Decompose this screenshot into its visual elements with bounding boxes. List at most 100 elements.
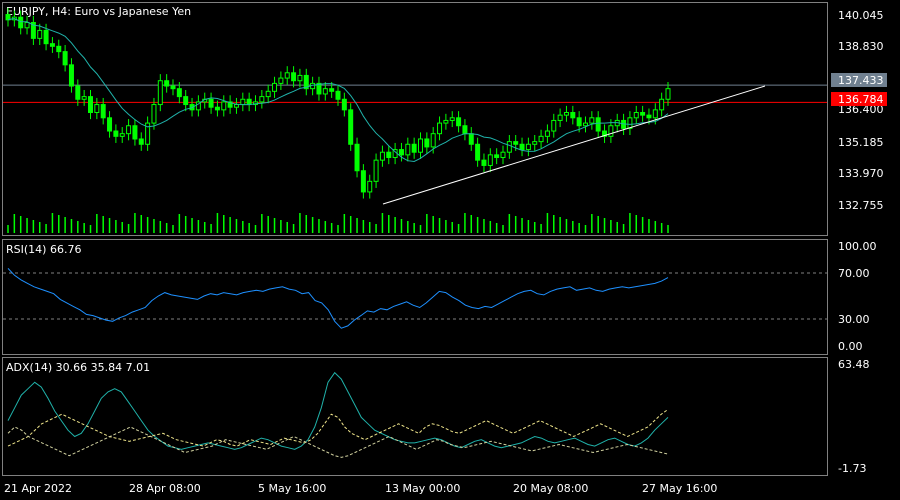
candle-body (221, 101, 227, 111)
candle-body (81, 96, 87, 100)
candle-body (405, 143, 411, 156)
adx-tick-label: -1.73 (838, 462, 866, 475)
candle-body (659, 98, 665, 111)
x-tick-label: 20 May 08:00 (513, 482, 588, 495)
candle-body (227, 101, 233, 108)
candle-body (56, 45, 62, 53)
candle-body (335, 90, 341, 100)
candle-body (494, 154, 500, 159)
adx-tick-label: 63.48 (838, 358, 870, 371)
candle-body (367, 180, 373, 193)
candle-body (329, 88, 335, 92)
level-price-box (831, 92, 887, 106)
candle-body (640, 112, 646, 116)
candle-body (94, 104, 100, 113)
x-tick-label: 5 May 16:00 (258, 482, 326, 495)
candle-body (68, 64, 74, 87)
candle-body (513, 141, 519, 145)
candle-body (183, 96, 189, 106)
candle-body (100, 104, 106, 119)
candle-body (24, 21, 30, 29)
candle-body (119, 133, 125, 137)
y-tick-label: 140.045 (838, 9, 884, 22)
candle-body (88, 96, 93, 113)
candle-body (373, 159, 379, 182)
x-tick-label: 21 Apr 2022 (4, 482, 72, 495)
adx-minus-di-line (7, 426, 669, 458)
level-price-label: 136.784 (838, 93, 884, 106)
candle-body (138, 138, 144, 145)
candle-body (341, 98, 347, 111)
candle-body (75, 85, 81, 100)
chart-title: EURJPY, H4: Euro vs Japanese Yen (6, 5, 191, 18)
candle-body (278, 77, 284, 84)
candle-body (297, 74, 303, 82)
trend-line (382, 85, 766, 205)
candle-body (107, 117, 113, 132)
candle-body (430, 133, 436, 148)
candle-body (418, 138, 423, 153)
adx-plus-di-line (7, 408, 669, 447)
candle-body (462, 125, 468, 135)
candle-body (481, 159, 487, 166)
candle-body (506, 141, 512, 153)
candle-body (519, 143, 525, 151)
candle-body (437, 122, 443, 135)
candle-body (449, 117, 455, 121)
main-panel-border (2, 2, 828, 236)
candle-body (424, 138, 430, 148)
current-price-box (831, 73, 887, 87)
candle-body (259, 96, 265, 103)
candle-body (113, 130, 119, 137)
candle-body (360, 170, 366, 193)
y-tick-label: 132.755 (838, 199, 884, 212)
candle-body (233, 104, 239, 108)
candle-body (126, 125, 132, 135)
candle-body (398, 149, 404, 156)
chart-marks (3, 7, 827, 458)
candle-body (284, 72, 290, 79)
candle-body (551, 119, 557, 132)
candle-body (195, 101, 201, 111)
rsi-legend: RSI(14) 66.76 (6, 243, 81, 256)
x-tick-label: 13 May 00:00 (385, 482, 460, 495)
candle-body (652, 109, 658, 119)
candle-body (5, 14, 11, 21)
y-tick-label: 136.400 (838, 103, 884, 116)
candle-body (348, 109, 354, 145)
candle-body (208, 98, 214, 108)
candle-body (608, 125, 614, 137)
rsi-tick-label: 70.00 (838, 267, 870, 280)
rsi-tick-label: 0.00 (838, 340, 863, 353)
candle-body (646, 114, 652, 119)
candle-body (627, 117, 633, 129)
candle-body (132, 125, 138, 140)
candle-body (145, 122, 151, 145)
candle-body (544, 130, 550, 137)
candle-body (246, 98, 252, 106)
candle-body (557, 114, 563, 121)
candle-body (151, 104, 157, 124)
y-tick-label: 138.830 (838, 40, 884, 53)
candle-body (316, 82, 322, 95)
candle-body (487, 154, 493, 166)
current-price-label: 137.433 (838, 74, 884, 87)
candle-body (240, 98, 246, 106)
candle-body (538, 135, 544, 143)
candle-body (157, 80, 163, 106)
candle-body (18, 16, 24, 29)
candle-body (532, 141, 538, 145)
candle-body (214, 106, 220, 111)
candle-body (525, 143, 531, 151)
candle-body (633, 112, 639, 119)
adx-main-line (7, 371, 669, 450)
candle-body (589, 117, 595, 124)
candle-body (595, 117, 601, 132)
candle-body (386, 151, 392, 159)
candle-body (164, 80, 170, 87)
candle-body (475, 143, 481, 161)
rsi-line (7, 268, 669, 329)
candle-body (500, 151, 506, 159)
candle-body (37, 29, 43, 39)
